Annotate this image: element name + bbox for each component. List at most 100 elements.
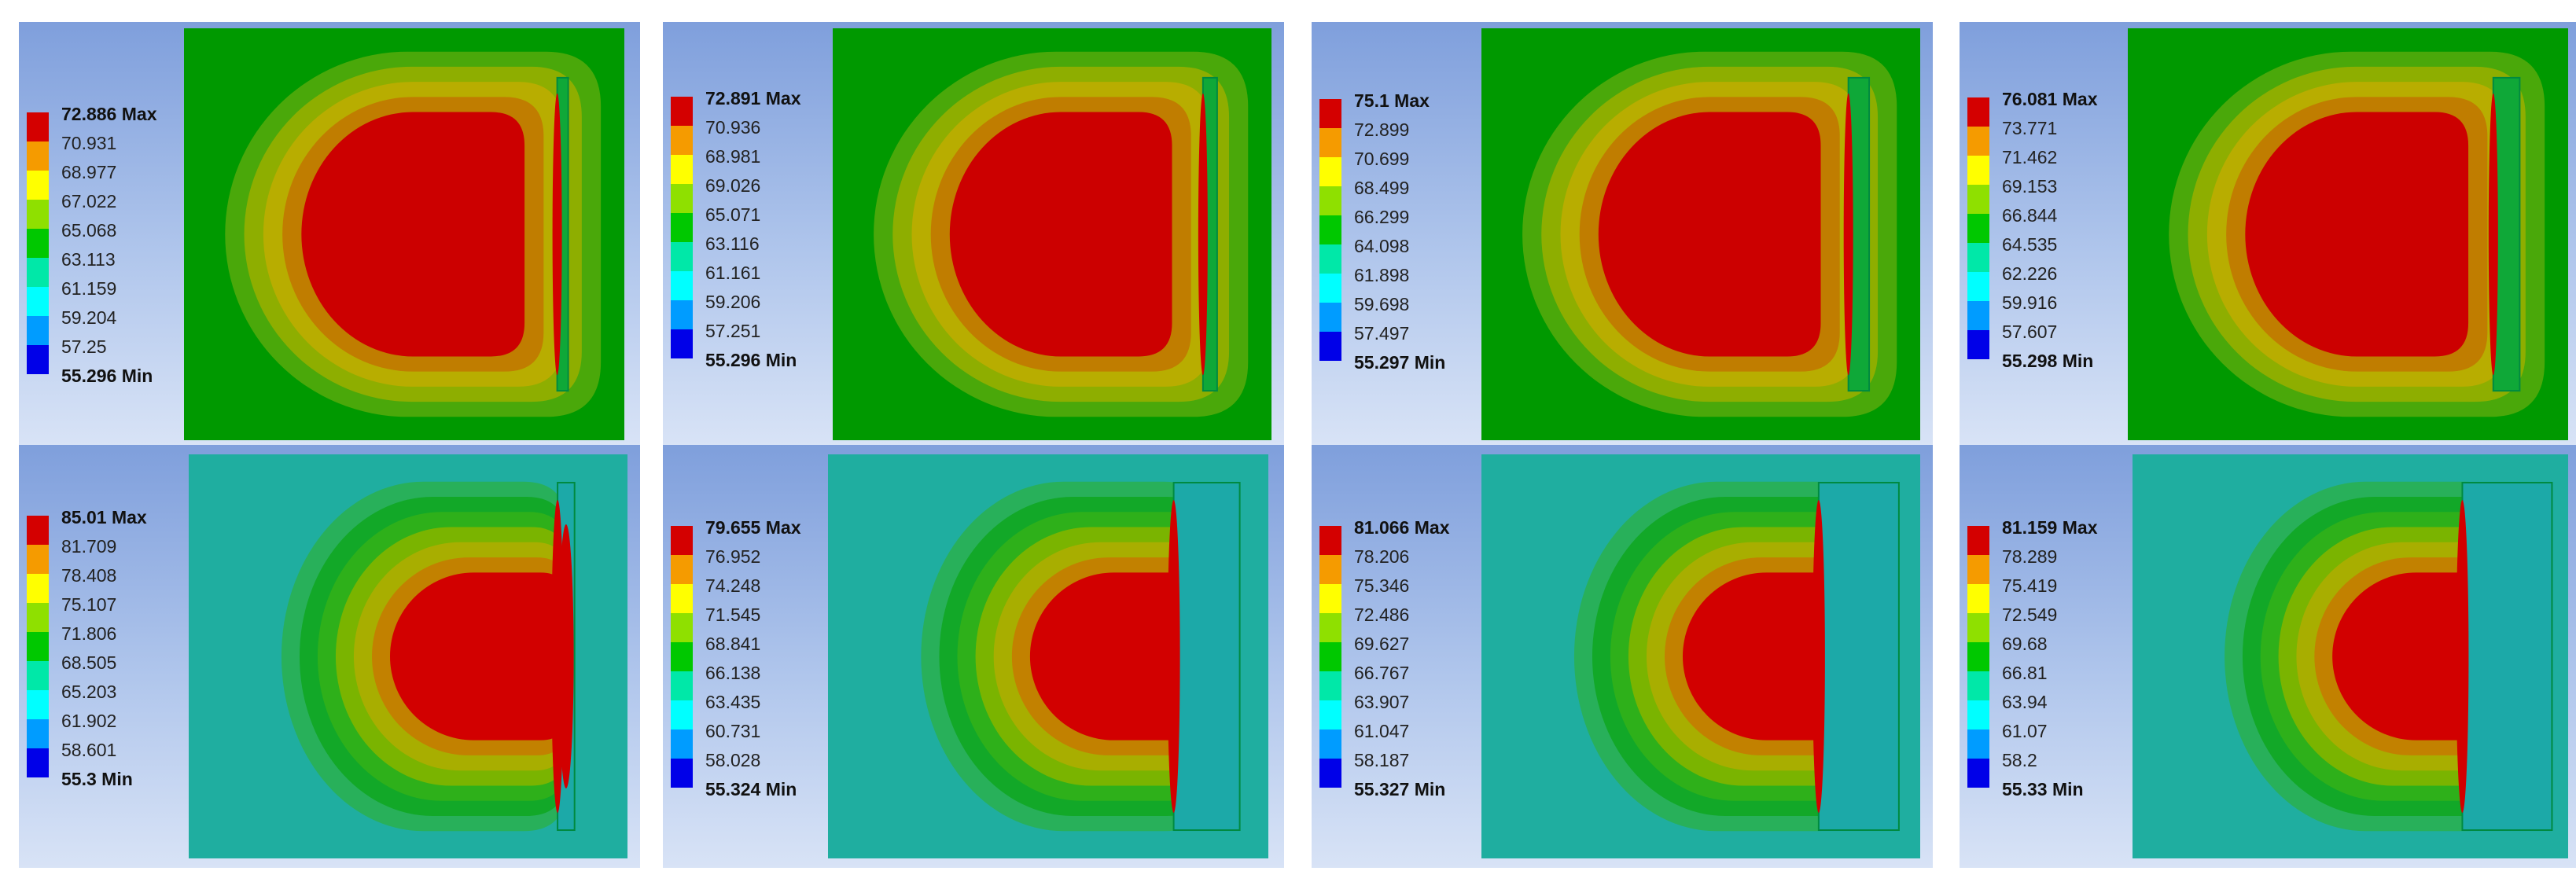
legend-value-label: 57.607 xyxy=(2002,322,2058,342)
legend-swatch xyxy=(1319,244,1341,274)
legend-row: 61.07 xyxy=(1967,721,2117,759)
legend-swatch xyxy=(671,126,693,155)
contour-panel-3: 75.1 Max 72.899 70.699 68.499 66.299 64.098 61… xyxy=(1312,22,1933,445)
legend-row: 72.486 xyxy=(1319,605,1469,642)
legend-row: 68.841 xyxy=(671,634,820,671)
contour-band xyxy=(301,112,525,357)
hot-edge xyxy=(2456,500,2469,813)
legend-swatch xyxy=(671,700,693,729)
legend-value-label: 57.25 xyxy=(61,336,107,357)
legend-value-label: 68.981 xyxy=(705,146,761,167)
legend-row: 66.81 xyxy=(1967,663,2117,700)
legend-swatch xyxy=(1319,215,1341,244)
legend-row: 81.709 xyxy=(27,536,176,574)
hot-edge xyxy=(1843,93,1853,376)
legend-max-label: 85.01 Max xyxy=(61,507,147,527)
legend-max-label: 72.891 Max xyxy=(705,88,801,108)
contour-panel-4: 76.081 Max 73.771 71.462 69.153 66.844 64.535… xyxy=(1960,22,2576,445)
legend-swatch xyxy=(1967,127,1989,156)
legend-swatch xyxy=(671,671,693,700)
legend-swatch xyxy=(1319,729,1341,759)
legend-swatch xyxy=(1967,526,1989,555)
legend-swatch xyxy=(671,642,693,671)
contour-panel-7: 81.066 Max 78.206 75.346 72.486 69.627 66.767… xyxy=(1312,445,1933,868)
legend-value-label: 70.936 xyxy=(705,117,761,138)
legend-row: 62.226 xyxy=(1967,263,2117,301)
legend-min-label: 55.296 Min xyxy=(705,350,797,370)
color-legend: 76.081 Max 73.771 71.462 69.153 66.844 64.535… xyxy=(1967,89,2117,371)
legend-value-label: 69.627 xyxy=(1354,634,1410,654)
temperature-contour-plot xyxy=(184,28,624,440)
legend-row: 79.655 Max xyxy=(671,517,820,555)
legend-value-label: 63.116 xyxy=(705,233,760,254)
legend-swatch xyxy=(671,184,693,213)
legend-value-label: 73.771 xyxy=(2002,118,2058,138)
legend-row: 63.907 xyxy=(1319,692,1469,729)
legend-swatch xyxy=(671,329,693,358)
legend-row: 61.047 xyxy=(1319,721,1469,759)
legend-value-label: 78.289 xyxy=(2002,546,2058,567)
color-legend: 81.066 Max 78.206 75.346 72.486 69.627 66.767… xyxy=(1319,517,1469,799)
legend-value-label: 58.2 xyxy=(2002,750,2037,770)
legend-value-label: 61.898 xyxy=(1354,265,1410,285)
legend-row: 72.886 Max xyxy=(27,104,176,141)
legend-value-label: 61.07 xyxy=(2002,721,2048,741)
legend-value-label: 61.161 xyxy=(705,263,761,283)
legend-swatch xyxy=(1967,330,1989,359)
legend-value-label: 69.68 xyxy=(2002,634,2048,654)
legend-value-label: 78.206 xyxy=(1354,546,1410,567)
legend-swatch xyxy=(1319,642,1341,671)
legend-max-label: 81.159 Max xyxy=(2002,517,2098,538)
legend-swatch xyxy=(671,526,693,555)
legend-row: 61.159 xyxy=(27,278,176,316)
legend-swatch xyxy=(27,719,49,748)
legend-min-label: 55.327 Min xyxy=(1354,779,1446,799)
legend-row: 58.187 xyxy=(1319,750,1469,788)
legend-row: 68.981 xyxy=(671,146,820,184)
legend-min-label: 55.296 Min xyxy=(61,366,153,386)
legend-value-label: 58.028 xyxy=(705,750,761,770)
legend-swatch xyxy=(1967,613,1989,642)
legend-value-label: 66.81 xyxy=(2002,663,2048,683)
legend-row: 78.408 xyxy=(27,565,176,603)
legend-value-label: 63.94 xyxy=(2002,692,2048,712)
legend-swatch xyxy=(1967,700,1989,729)
color-legend: 85.01 Max 81.709 78.408 75.107 71.806 68.505 6… xyxy=(27,507,176,789)
legend-row: 57.25 xyxy=(27,336,176,374)
legend-row: 57.251 xyxy=(671,321,820,358)
legend-value-label: 61.047 xyxy=(1354,721,1410,741)
legend-swatch xyxy=(27,748,49,777)
legend-row: 61.902 xyxy=(27,711,176,748)
legend-row: 68.505 xyxy=(27,652,176,690)
legend-value-label: 66.844 xyxy=(2002,205,2058,226)
legend-swatch xyxy=(1967,759,1989,788)
legend-swatch xyxy=(1967,156,1989,185)
legend-row: 57.497 xyxy=(1319,323,1469,361)
temperature-contour-plot xyxy=(189,454,627,858)
legend-row: 59.698 xyxy=(1319,294,1469,332)
hot-edge xyxy=(2488,93,2498,376)
legend-swatch xyxy=(27,171,49,200)
legend-row: 71.545 xyxy=(671,605,820,642)
legend-swatch xyxy=(671,97,693,126)
color-legend: 81.159 Max 78.289 75.419 72.549 69.68 66.81 63… xyxy=(1967,517,2117,799)
legend-row: 76.952 xyxy=(671,546,820,584)
legend-value-label: 59.204 xyxy=(61,307,117,328)
legend-value-label: 76.952 xyxy=(705,546,761,567)
temperature-contour-plot xyxy=(1481,28,1920,440)
color-legend: 75.1 Max 72.899 70.699 68.499 66.299 64.098 61… xyxy=(1319,90,1469,373)
legend-swatch xyxy=(671,213,693,242)
legend-row: 81.159 Max xyxy=(1967,517,2117,555)
legend-row: 70.699 xyxy=(1319,149,1469,186)
hot-core xyxy=(558,524,574,788)
legend-swatch xyxy=(1319,128,1341,157)
legend-swatch xyxy=(671,555,693,584)
legend-row: 71.462 xyxy=(1967,147,2117,185)
legend-row: 76.081 Max xyxy=(1967,89,2117,127)
legend-value-label: 58.187 xyxy=(1354,750,1410,770)
legend-row: 66.767 xyxy=(1319,663,1469,700)
contour-band xyxy=(1598,112,1821,357)
legend-min-label: 55.324 Min xyxy=(705,779,797,799)
legend-row: 66.299 xyxy=(1319,207,1469,244)
legend-swatch xyxy=(1967,243,1989,272)
